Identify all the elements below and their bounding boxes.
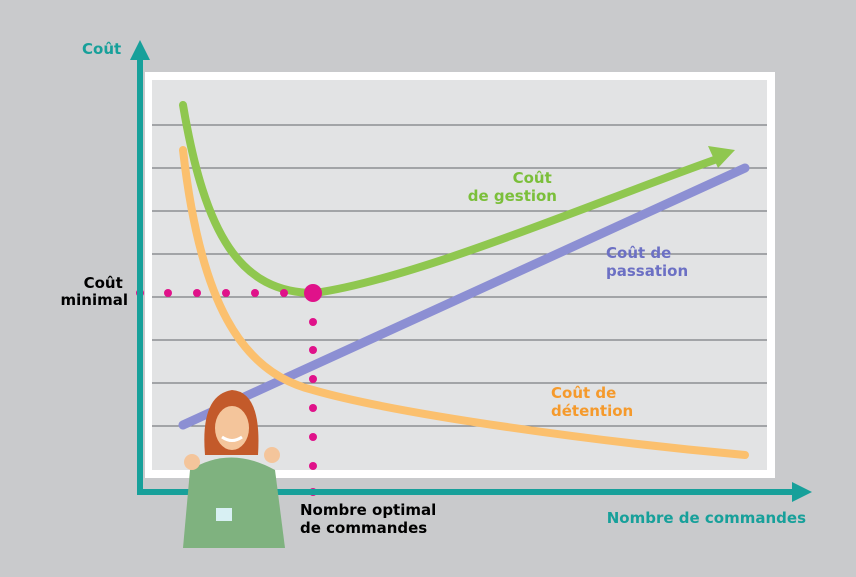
- page: Coût Nombre de commandes Coût minimal No…: [0, 0, 856, 577]
- x-axis-label: Nombre de commandes: [607, 509, 806, 527]
- diagram: Coût Nombre de commandes Coût minimal No…: [0, 0, 856, 577]
- holding-cost-label: Coût de détention: [551, 384, 633, 420]
- optimal-orders-label: Nombre optimal de commandes: [300, 501, 442, 537]
- y-axis-label: Coût: [82, 40, 121, 58]
- ordering-cost-label: Coût de passation: [606, 244, 688, 280]
